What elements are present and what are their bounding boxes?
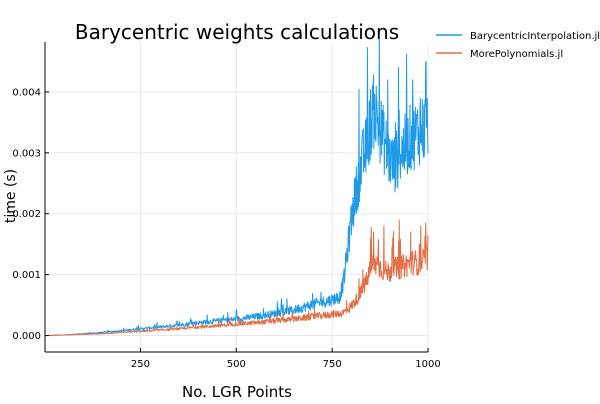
legend-label-barycentric: BarycentricInterpolation.jl	[470, 31, 600, 42]
legend-label-morepolynomials: MorePolynomials.jl	[470, 49, 563, 60]
x-tick-label: 500	[227, 359, 246, 370]
x-tick-label: 1000	[415, 359, 440, 370]
x-axis-label: No. LGR Points	[182, 383, 292, 400]
y-tick-label: 0.004	[12, 87, 41, 98]
x-tick-label: 250	[131, 359, 150, 370]
y-tick-label: 0.001	[12, 270, 41, 281]
grid-lines	[45, 42, 429, 352]
legend: BarycentricInterpolation.jl MorePolynomi…	[436, 31, 600, 60]
series-lines	[44, 30, 429, 337]
chart-title: Barycentric weights calculations	[75, 20, 399, 44]
x-tick-label: 750	[323, 359, 342, 370]
tick-labels: 250 500 750 1000 0.000 0.001 0.002 0.003 0.004	[12, 87, 440, 370]
y-tick-label: 0.000	[12, 331, 41, 342]
y-tick-label: 0.002	[12, 209, 41, 220]
y-axis-label: time (s)	[3, 169, 19, 223]
series-line-barycentric	[44, 30, 429, 337]
y-tick-label: 0.003	[12, 148, 41, 159]
series-line-morepolynomials	[44, 219, 429, 337]
